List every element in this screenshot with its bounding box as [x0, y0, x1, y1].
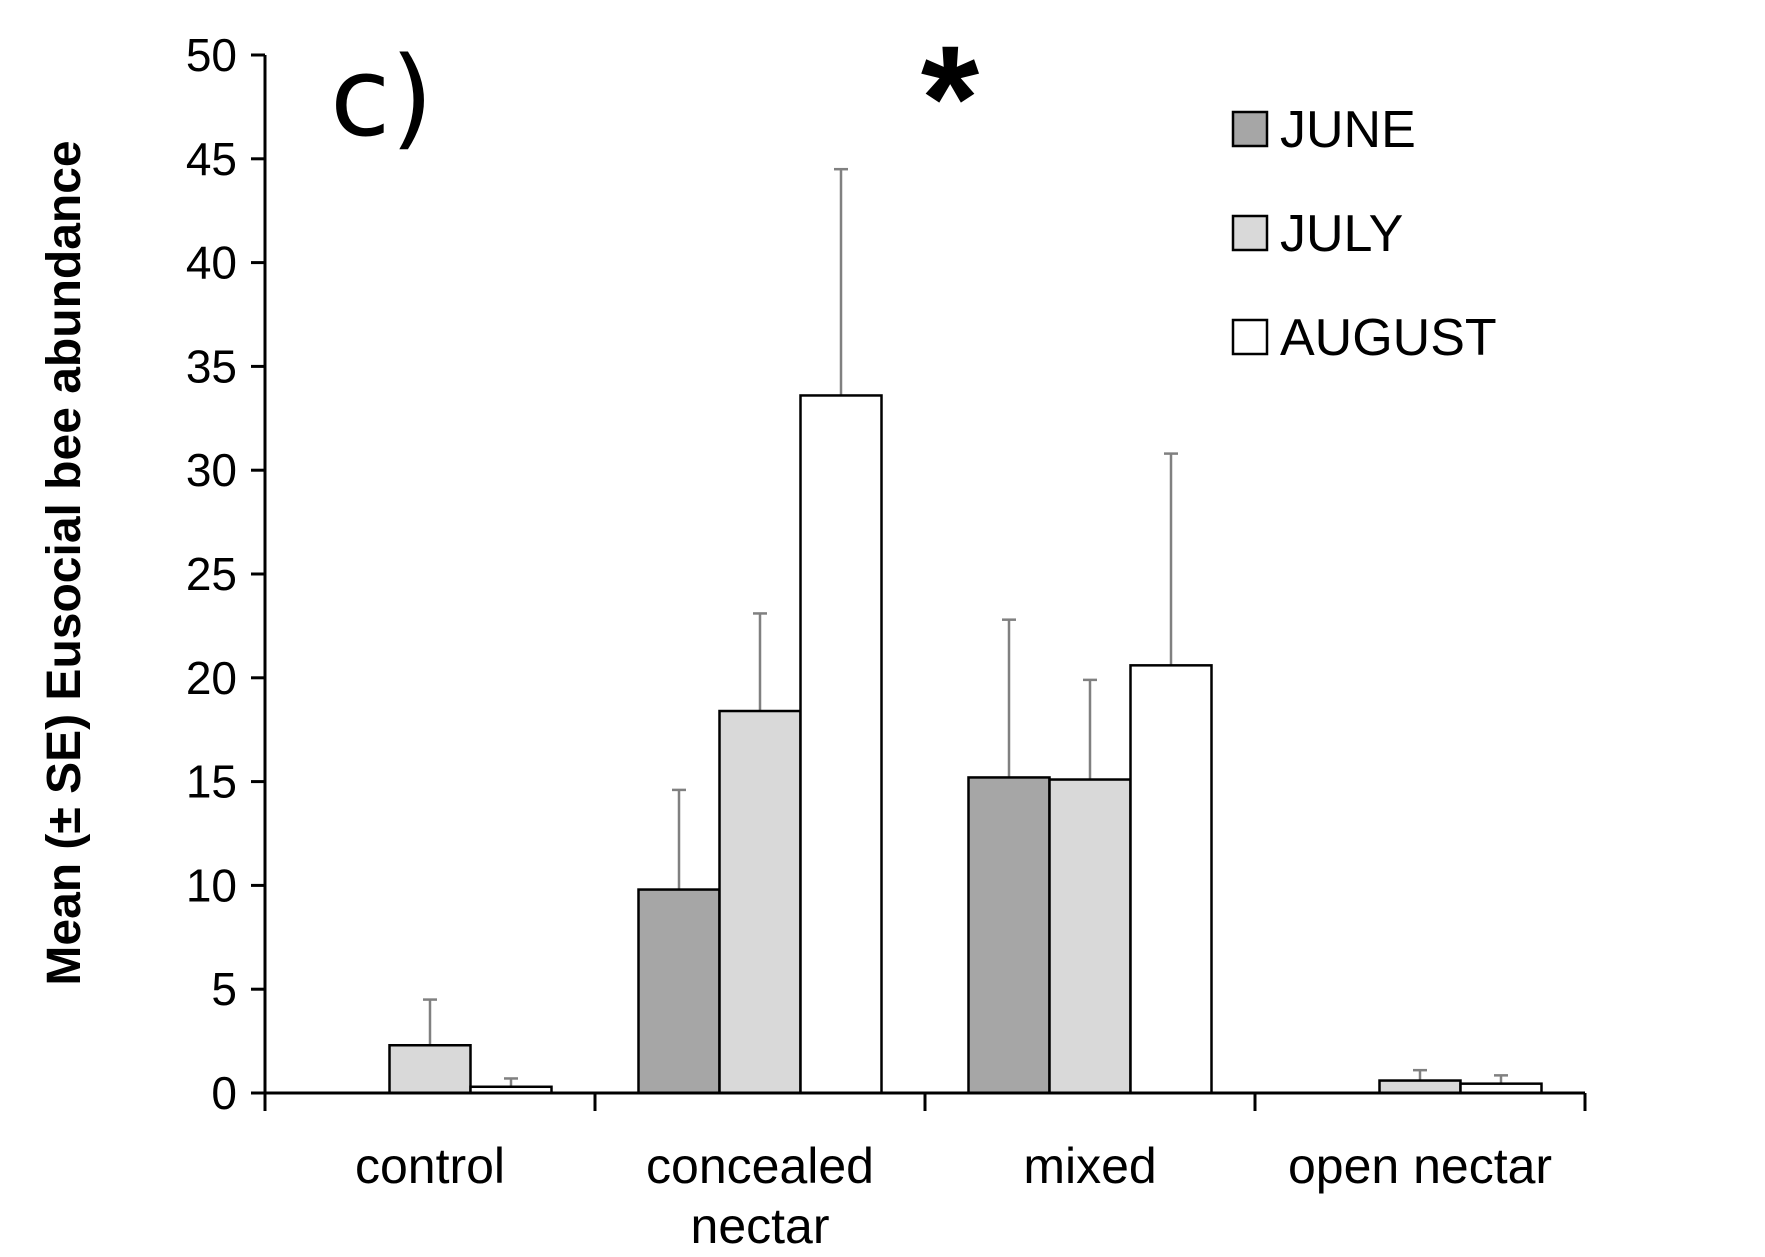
y-axis-label: Mean (± SE) Eusocial bee abundance — [38, 140, 91, 985]
legend-swatch — [1231, 318, 1269, 356]
bar-june — [967, 776, 1051, 1095]
bar-june — [637, 888, 721, 1095]
legend-swatch — [1231, 214, 1269, 252]
error-bars — [423, 167, 1508, 1087]
bar-august — [1129, 664, 1213, 1095]
y-tick-label: 45 — [186, 133, 237, 185]
bar-july — [388, 1044, 472, 1095]
bars — [388, 394, 1543, 1095]
y-tick-label: 10 — [186, 859, 237, 911]
y-tick-label: 20 — [186, 652, 237, 704]
x-category-label: mixed — [1023, 1138, 1156, 1194]
x-category-label: open nectar — [1288, 1138, 1552, 1194]
y-tick-label: 5 — [211, 963, 237, 1015]
x-axis-ticks — [263, 1093, 1587, 1111]
significance-marker: * — [921, 14, 980, 182]
legend-swatch — [1231, 110, 1269, 148]
y-tick-label: 40 — [186, 237, 237, 289]
bar-july — [718, 709, 802, 1095]
x-category-label: control — [355, 1138, 505, 1194]
legend: JUNE JULY AUGUST — [1231, 101, 1497, 367]
bar-july — [1378, 1079, 1462, 1095]
y-tick-label: 15 — [186, 756, 237, 808]
category-labels: control concealed nectar mixed open nectar — [355, 1138, 1552, 1254]
y-tick-label: 50 — [186, 29, 237, 81]
bar-august — [799, 394, 883, 1095]
legend-label: AUGUST — [1280, 309, 1497, 367]
x-category-label: concealed nectar — [646, 1138, 874, 1254]
legend-label: JULY — [1280, 205, 1403, 263]
y-tick-label: 0 — [211, 1067, 237, 1119]
y-axis-ticks: 0 5 10 15 20 25 30 35 40 45 50 — [186, 29, 265, 1119]
bar-july — [1048, 778, 1132, 1095]
legend-label: JUNE — [1280, 101, 1416, 159]
y-tick-label: 30 — [186, 444, 237, 496]
y-tick-label: 35 — [186, 340, 237, 392]
y-tick-label: 25 — [186, 548, 237, 600]
panel-label: c) — [330, 33, 433, 161]
